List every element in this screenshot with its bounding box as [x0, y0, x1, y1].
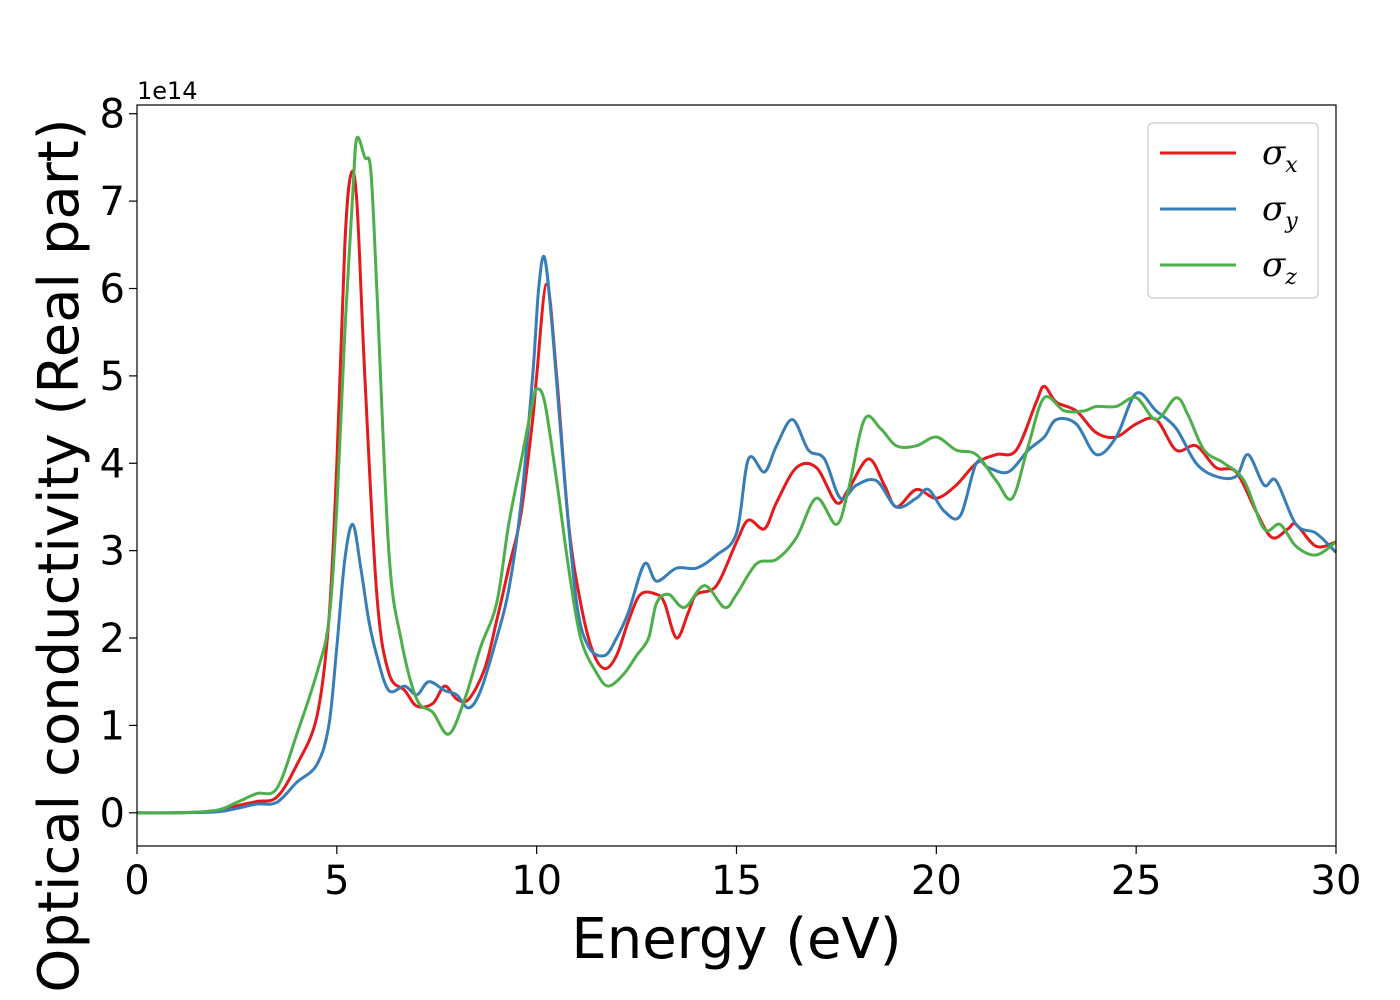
- x-tick-label: 20: [911, 858, 962, 904]
- y-tick-label: 1: [100, 703, 125, 749]
- y-axis-ticks: 0 1 2 3 4 5 6 7 8: [100, 92, 137, 837]
- y-tick-label: 0: [100, 791, 125, 837]
- x-tick-label: 10: [511, 858, 562, 904]
- y-tick-label: 6: [100, 267, 125, 313]
- x-tick-label: 30: [1311, 858, 1362, 904]
- legend: σx σy σz: [1147, 122, 1319, 299]
- y-offset-label: 1e14: [137, 77, 198, 105]
- y-tick-label: 7: [100, 179, 125, 225]
- y-tick-label: 3: [100, 529, 125, 575]
- series-line-sigma-x: [136, 169, 1337, 815]
- series-line-sigma-y: [136, 254, 1338, 815]
- x-tick-label: 15: [711, 858, 762, 904]
- x-tick-label: 25: [1111, 858, 1162, 904]
- y-tick-label: 2: [100, 616, 125, 662]
- x-axis-title: Energy (eV): [571, 907, 901, 972]
- series-line-sigma-z: [136, 135, 1337, 815]
- legend-label-sigma-y: σy: [1262, 189, 1298, 234]
- x-axis-ticks: 0 5 10 15 20 25 30: [124, 846, 1361, 904]
- legend-label-sigma-x: σx: [1262, 133, 1298, 178]
- y-tick-label: 8: [100, 92, 125, 138]
- y-tick-label: 4: [100, 441, 125, 487]
- series-layer: [136, 135, 1338, 815]
- y-tick-label: 5: [100, 354, 125, 400]
- x-tick-label: 5: [324, 858, 349, 904]
- x-tick-label: 0: [124, 858, 149, 904]
- legend-label-sigma-z: σz: [1262, 245, 1297, 290]
- y-axis-title: Optical conductivity (Real part): [27, 118, 92, 992]
